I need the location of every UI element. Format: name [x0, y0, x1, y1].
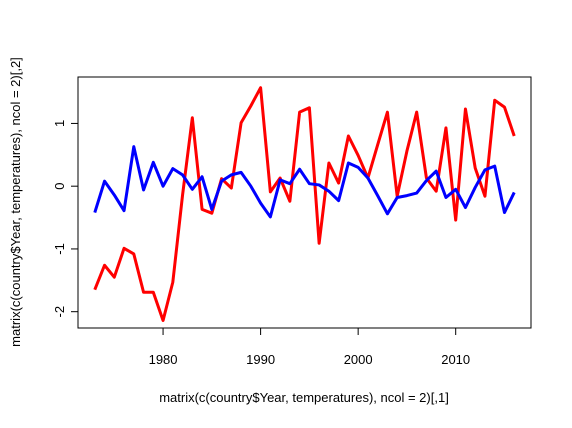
y-axis-label: matrix(c(country$Year, temperatures), nc… — [8, 57, 23, 347]
y-tick-label: 0 — [52, 183, 67, 190]
x-tick-label: 1980 — [149, 352, 178, 367]
y-tick-label: -1 — [52, 243, 67, 255]
x-tick-label: 1990 — [246, 352, 275, 367]
y-tick-label: 1 — [52, 120, 67, 127]
x-tick-label: 2000 — [344, 352, 373, 367]
y-tick-label: -2 — [52, 306, 67, 318]
x-axis-label: matrix(c(country$Year, temperatures), nc… — [159, 390, 449, 405]
data-line — [93, 86, 516, 322]
data-line — [93, 145, 516, 219]
x-tick-label: 2010 — [441, 352, 470, 367]
